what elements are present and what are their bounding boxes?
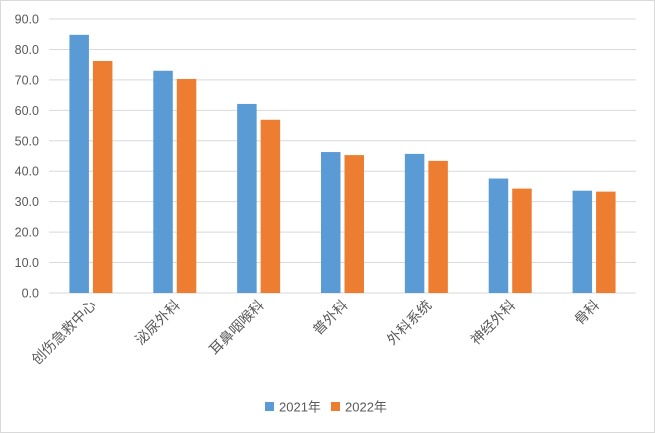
bar-6-1 [596,191,616,293]
y-tick-label-0: 0.0 [22,287,39,301]
y-tick-label-8: 80.0 [15,43,39,57]
legend-swatch-2022 [331,402,340,411]
bar-5-0 [488,178,509,293]
legend: 2021年 2022年 [265,400,387,415]
bar-2-1 [260,119,281,293]
bar-1-0 [153,70,173,293]
y-tick-label-3: 30.0 [15,195,39,209]
y-tick-label-9: 90.0 [15,13,39,27]
y-tick-label-4: 40.0 [15,165,39,179]
bar-1-1 [176,78,197,293]
bars [69,34,616,293]
gridlines [49,18,636,294]
legend-label-2022: 2022年 [345,400,387,415]
legend-label-2021: 2021年 [279,400,321,415]
legend-swatch-2021 [265,402,274,411]
bar-0-1 [92,61,113,293]
bar-3-0 [321,152,341,293]
y-tick-label-6: 60.0 [15,104,39,118]
y-tick-label-2: 20.0 [15,226,39,240]
bar-4-1 [428,160,448,293]
y-axis-tick-labels: 0.0 10.0 20.0 30.0 40.0 50.0 60.0 70.0 80.0 90.0 [15,13,39,301]
bar-3-1 [344,155,364,293]
y-tick-label-7: 70.0 [15,73,39,87]
bar-0-0 [69,34,89,293]
bar-6-0 [572,190,593,293]
bar-5-1 [512,188,532,293]
bar-4-0 [404,153,425,293]
y-tick-label-1: 10.0 [15,256,39,270]
y-tick-label-5: 50.0 [15,134,39,148]
bar-2-0 [237,103,257,293]
